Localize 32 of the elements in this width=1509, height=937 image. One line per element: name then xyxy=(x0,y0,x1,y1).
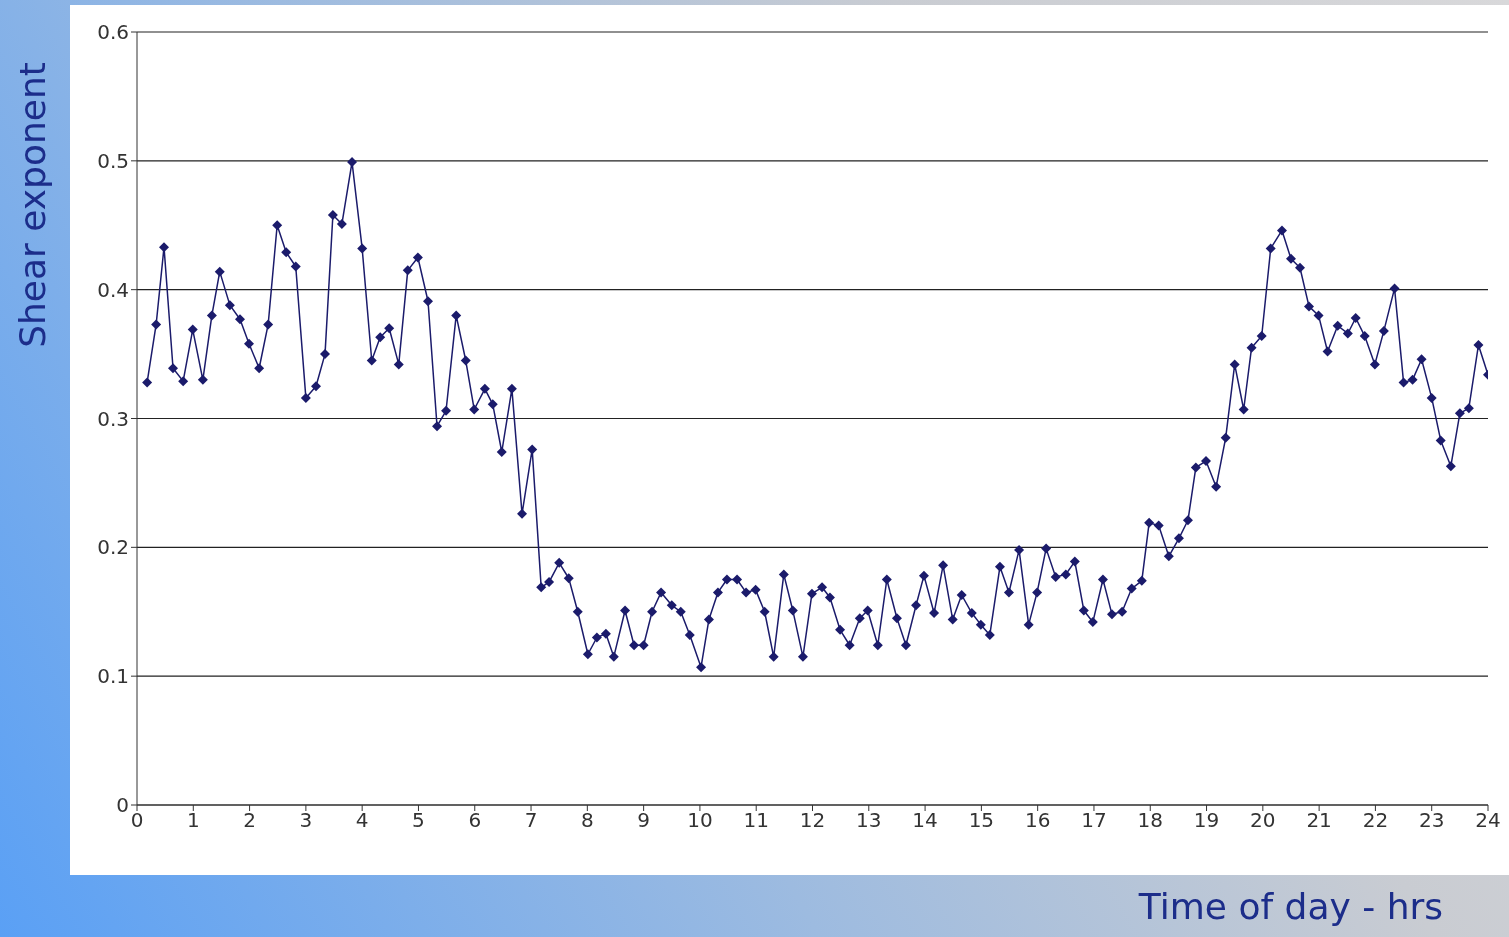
x-tick-label: 7 xyxy=(524,808,538,833)
x-tick-label: 5 xyxy=(412,808,425,833)
y-tick-label: 0.2 xyxy=(97,535,129,560)
y-tick-label: 0.4 xyxy=(97,277,129,302)
x-tick-label: 21 xyxy=(1306,808,1332,833)
x-tick-label: 22 xyxy=(1362,808,1389,833)
x-tick-label: 19 xyxy=(1193,808,1220,833)
x-tick-label: 13 xyxy=(856,808,882,833)
x-tick-label: 11 xyxy=(743,808,769,833)
x-tick-label: 6 xyxy=(468,808,482,833)
x-tick-label: 14 xyxy=(912,808,938,833)
x-tick-label: 24 xyxy=(1475,808,1501,833)
x-tick-label: 3 xyxy=(299,808,313,833)
y-axis-title: Shear exponent xyxy=(11,62,53,348)
y-tick-label: 0.1 xyxy=(97,664,129,689)
x-tick-label: 9 xyxy=(637,808,650,833)
y-tick-label: 0.3 xyxy=(97,406,129,431)
x-tick-label: 17 xyxy=(1081,808,1107,833)
x-tick-label: 16 xyxy=(1024,808,1051,833)
x-tick-label: 23 xyxy=(1418,808,1445,833)
x-tick-label: 15 xyxy=(968,808,995,833)
x-tick-label: 12 xyxy=(799,808,826,833)
x-tick-label: 10 xyxy=(687,808,713,833)
x-tick-label: 20 xyxy=(1250,808,1276,833)
x-tick-label: 4 xyxy=(355,808,369,833)
x-tick-label: 1 xyxy=(186,808,200,833)
y-tick-label: 0.5 xyxy=(97,148,129,173)
x-axis-title: Time of day - hrs xyxy=(1138,886,1443,927)
y-tick-label: 0.6 xyxy=(97,20,129,45)
x-tick-label: 18 xyxy=(1137,808,1163,833)
x-tick-label: 2 xyxy=(243,808,256,833)
x-tick-label: 8 xyxy=(580,808,594,833)
